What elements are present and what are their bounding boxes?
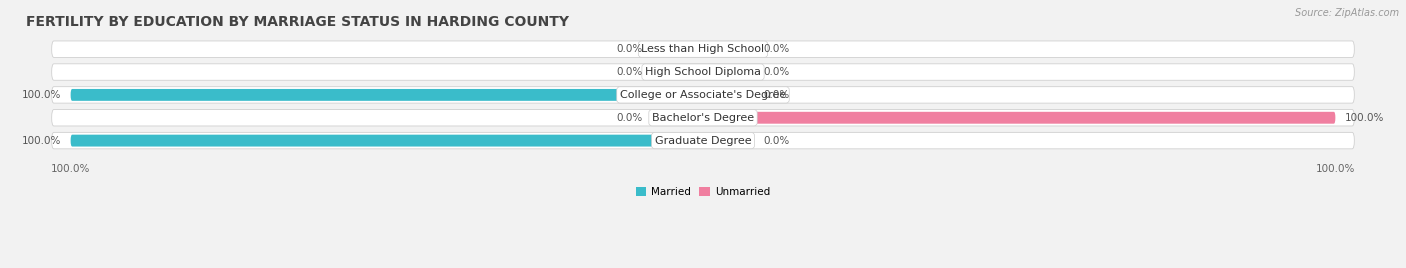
Text: 0.0%: 0.0% (763, 44, 789, 54)
Text: 100.0%: 100.0% (21, 90, 60, 100)
Text: 0.0%: 0.0% (617, 67, 643, 77)
FancyBboxPatch shape (652, 43, 703, 55)
Text: 0.0%: 0.0% (763, 67, 789, 77)
Text: Bachelor's Degree: Bachelor's Degree (652, 113, 754, 123)
FancyBboxPatch shape (703, 89, 754, 101)
Text: FERTILITY BY EDUCATION BY MARRIAGE STATUS IN HARDING COUNTY: FERTILITY BY EDUCATION BY MARRIAGE STATU… (27, 15, 569, 29)
Text: College or Associate's Degree: College or Associate's Degree (620, 90, 786, 100)
Text: 0.0%: 0.0% (617, 113, 643, 123)
Legend: Married, Unmarried: Married, Unmarried (631, 183, 775, 201)
FancyBboxPatch shape (70, 89, 703, 101)
Text: Source: ZipAtlas.com: Source: ZipAtlas.com (1295, 8, 1399, 18)
Text: Less than High School: Less than High School (641, 44, 765, 54)
Text: 0.0%: 0.0% (617, 44, 643, 54)
FancyBboxPatch shape (52, 110, 1354, 126)
Text: Graduate Degree: Graduate Degree (655, 136, 751, 146)
Text: 0.0%: 0.0% (763, 90, 789, 100)
FancyBboxPatch shape (52, 132, 1354, 149)
Text: 100.0%: 100.0% (1346, 113, 1385, 123)
FancyBboxPatch shape (52, 87, 1354, 103)
FancyBboxPatch shape (703, 112, 1336, 124)
FancyBboxPatch shape (703, 43, 754, 55)
FancyBboxPatch shape (52, 64, 1354, 80)
FancyBboxPatch shape (652, 66, 703, 78)
FancyBboxPatch shape (652, 112, 703, 124)
FancyBboxPatch shape (52, 41, 1354, 57)
FancyBboxPatch shape (703, 135, 754, 147)
FancyBboxPatch shape (703, 66, 754, 78)
Text: 100.0%: 100.0% (21, 136, 60, 146)
FancyBboxPatch shape (70, 135, 703, 147)
Text: High School Diploma: High School Diploma (645, 67, 761, 77)
Text: 0.0%: 0.0% (763, 136, 789, 146)
